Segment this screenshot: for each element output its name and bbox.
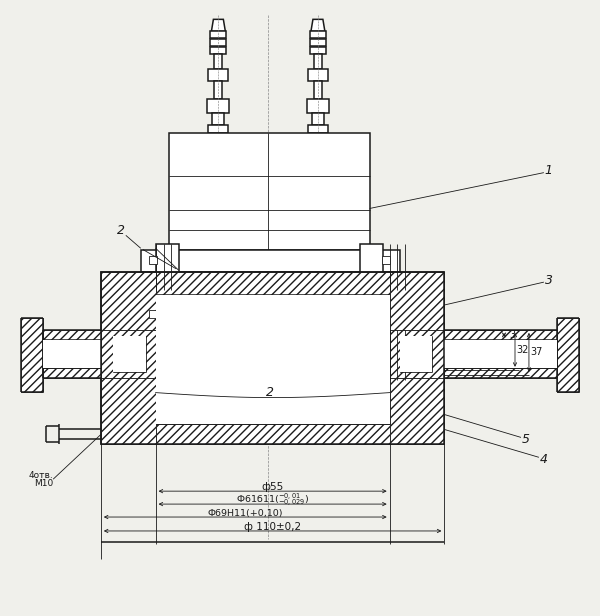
- Bar: [310, 47, 326, 54]
- Bar: [208, 69, 229, 81]
- Text: 3: 3: [545, 274, 553, 286]
- Bar: [101, 272, 445, 444]
- Text: ф 110±0,2: ф 110±0,2: [244, 522, 301, 532]
- Bar: [445, 340, 557, 368]
- Bar: [360, 245, 383, 278]
- Bar: [155, 245, 179, 278]
- Bar: [312, 113, 324, 125]
- Bar: [169, 133, 370, 250]
- Text: 1: 1: [545, 164, 553, 177]
- Bar: [101, 272, 155, 330]
- Bar: [445, 330, 557, 340]
- Bar: [101, 272, 155, 444]
- Bar: [307, 99, 329, 113]
- Bar: [155, 295, 389, 424]
- Bar: [101, 378, 155, 444]
- Bar: [310, 39, 326, 46]
- Bar: [382, 310, 389, 318]
- Text: 4: 4: [540, 453, 548, 466]
- Polygon shape: [21, 318, 43, 392]
- Bar: [382, 256, 389, 264]
- Bar: [211, 39, 226, 46]
- Bar: [314, 81, 322, 99]
- Text: 32: 32: [517, 345, 529, 355]
- Bar: [445, 368, 557, 378]
- Bar: [43, 340, 101, 368]
- Bar: [43, 368, 101, 378]
- Text: 5: 5: [522, 433, 530, 446]
- Bar: [101, 424, 445, 444]
- Bar: [310, 31, 326, 38]
- Bar: [211, 47, 226, 54]
- Text: Ф61б11($^{-0,01}_{-0,029}$): Ф61б11($^{-0,01}_{-0,029}$): [236, 492, 308, 509]
- Bar: [211, 31, 226, 38]
- Bar: [389, 272, 445, 330]
- Bar: [214, 81, 223, 99]
- Text: 2: 2: [266, 386, 274, 399]
- Polygon shape: [311, 19, 325, 31]
- Text: 4отв.: 4отв.: [28, 471, 53, 480]
- Bar: [314, 54, 322, 69]
- Bar: [113, 336, 146, 371]
- Polygon shape: [557, 318, 579, 392]
- Text: 2: 2: [117, 224, 125, 237]
- Bar: [308, 125, 328, 133]
- Bar: [214, 54, 223, 69]
- Bar: [389, 330, 445, 378]
- Text: М10: М10: [34, 479, 53, 488]
- Bar: [389, 378, 445, 444]
- Bar: [389, 272, 445, 444]
- Bar: [208, 125, 229, 133]
- Polygon shape: [211, 19, 226, 31]
- Text: ф55: ф55: [261, 482, 283, 492]
- Bar: [141, 250, 400, 272]
- Bar: [212, 113, 224, 125]
- Bar: [400, 336, 433, 371]
- Bar: [101, 330, 155, 378]
- Bar: [101, 272, 445, 295]
- Bar: [208, 99, 229, 113]
- Bar: [149, 310, 157, 318]
- Text: 3: 3: [509, 330, 515, 340]
- Bar: [43, 330, 101, 340]
- Bar: [101, 272, 445, 444]
- Text: Ф69Н11(+0,10): Ф69Н11(+0,10): [208, 509, 283, 517]
- Bar: [308, 69, 328, 81]
- Bar: [149, 256, 157, 264]
- Text: 37: 37: [531, 347, 543, 357]
